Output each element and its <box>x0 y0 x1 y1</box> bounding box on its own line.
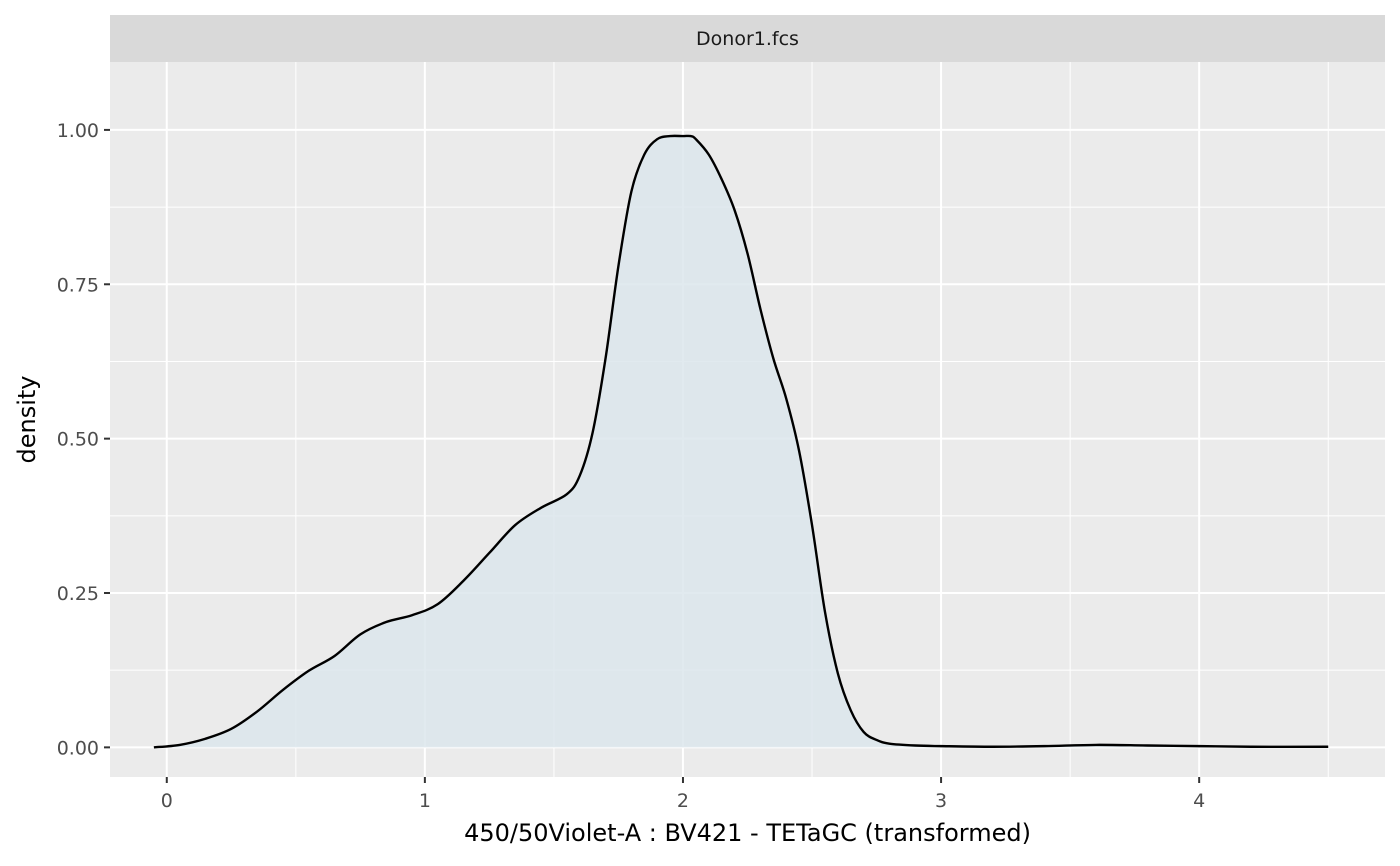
density-area <box>153 135 1329 748</box>
density-line <box>153 134 1329 749</box>
x-tick-label: 2 <box>677 790 689 812</box>
x-tick-label: 4 <box>1193 790 1205 812</box>
y-tick-label: 1.00 <box>57 120 99 142</box>
facet-strip <box>110 15 1385 62</box>
y-tick-label: 0.25 <box>57 583 99 605</box>
y-tick-label: 0.75 <box>57 274 99 296</box>
x-tick-label: 3 <box>935 790 947 812</box>
y-tick-label: 0.00 <box>57 737 99 759</box>
x-axis-title: 450/50Violet-A : BV421 - TETaGC (transfo… <box>464 819 1031 847</box>
y-axis-title: density <box>13 376 41 464</box>
y-tick-label: 0.50 <box>57 429 99 451</box>
y-axis: 0.00 0.25 0.50 0.75 1.00 <box>57 120 110 759</box>
facet-label: Donor1.fcs <box>696 28 799 50</box>
x-tick-label: 1 <box>419 790 431 812</box>
x-tick-label: 0 <box>161 790 173 812</box>
x-axis: 0 1 2 3 4 <box>161 777 1205 812</box>
